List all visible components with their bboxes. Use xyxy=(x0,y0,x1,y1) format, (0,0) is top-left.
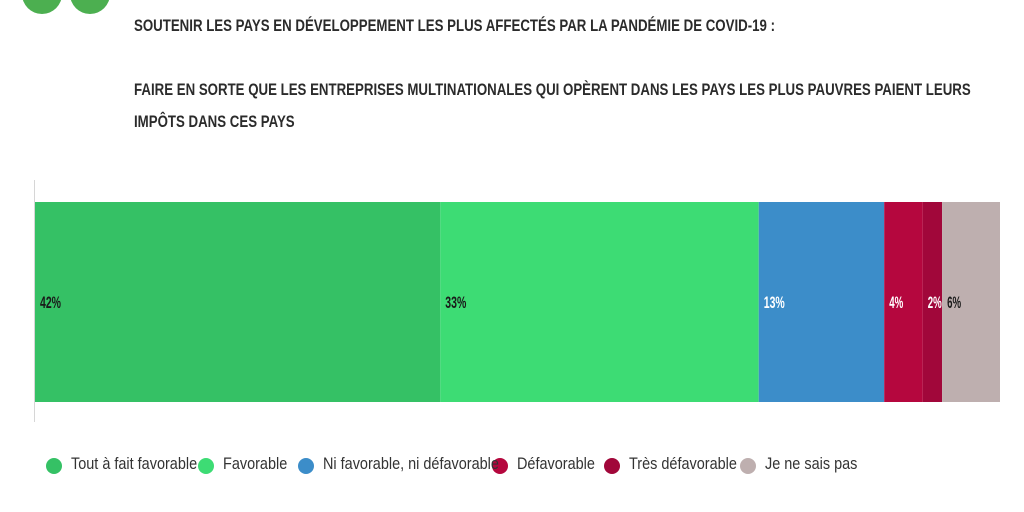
bar-segment-1 xyxy=(35,202,441,402)
legend-marker-icon xyxy=(740,458,757,474)
legend-item-6: Je ne sais pas xyxy=(740,454,858,474)
bar-segment-3 xyxy=(758,202,885,402)
legend-marker-icon xyxy=(198,458,215,474)
legend-marker-icon xyxy=(603,458,620,474)
data-label-3: 13% xyxy=(764,293,785,312)
bar-segment-2 xyxy=(440,202,759,402)
legend-label: Défavorable xyxy=(517,454,596,473)
legend-marker-icon xyxy=(492,458,509,474)
legend-marker-icon xyxy=(46,458,62,474)
legend-item-1: Tout à fait favorable xyxy=(46,454,197,474)
question-text: FAIRE EN SORTE QUE LES ENTREPRISES MULTI… xyxy=(134,80,971,131)
bar-segment-4 xyxy=(884,202,923,402)
quote-icon-right xyxy=(70,0,110,14)
legend-item-2: Favorable xyxy=(198,454,287,474)
legend-marker-icon xyxy=(297,458,314,474)
legend-item-3: Ni favorable, ni défavorable xyxy=(297,454,499,474)
data-label-4: 4% xyxy=(889,293,903,312)
legend-label: Favorable xyxy=(223,454,288,473)
data-label-2: 33% xyxy=(445,293,466,312)
data-label-5: 2% xyxy=(928,293,942,312)
bar-segment-5 xyxy=(922,202,943,402)
bar-segment-6 xyxy=(942,202,1000,402)
legend-item-5: Très défavorable xyxy=(603,454,737,474)
data-label-1: 42% xyxy=(40,293,61,312)
chart-header: SOUTENIR LES PAYS EN DÉVELOPPEMENT LES P… xyxy=(134,10,994,138)
stacked-bar-chart: 42% 33% 13% 4% 2% 6% xyxy=(34,180,1000,422)
legend: Tout à fait favorable Favorable Ni favorab… xyxy=(46,450,864,478)
legend-label: Très défavorable xyxy=(628,454,737,473)
legend-label: Je ne sais pas xyxy=(765,454,858,473)
legend-label: Tout à fait favorable xyxy=(71,454,198,473)
legend-item-4: Défavorable xyxy=(492,454,595,474)
header-line: SOUTENIR LES PAYS EN DÉVELOPPEMENT LES P… xyxy=(134,16,775,35)
quote-icon-left xyxy=(22,0,62,14)
data-label-6: 6% xyxy=(947,293,961,312)
legend-label: Ni favorable, ni défavorable xyxy=(322,454,499,473)
